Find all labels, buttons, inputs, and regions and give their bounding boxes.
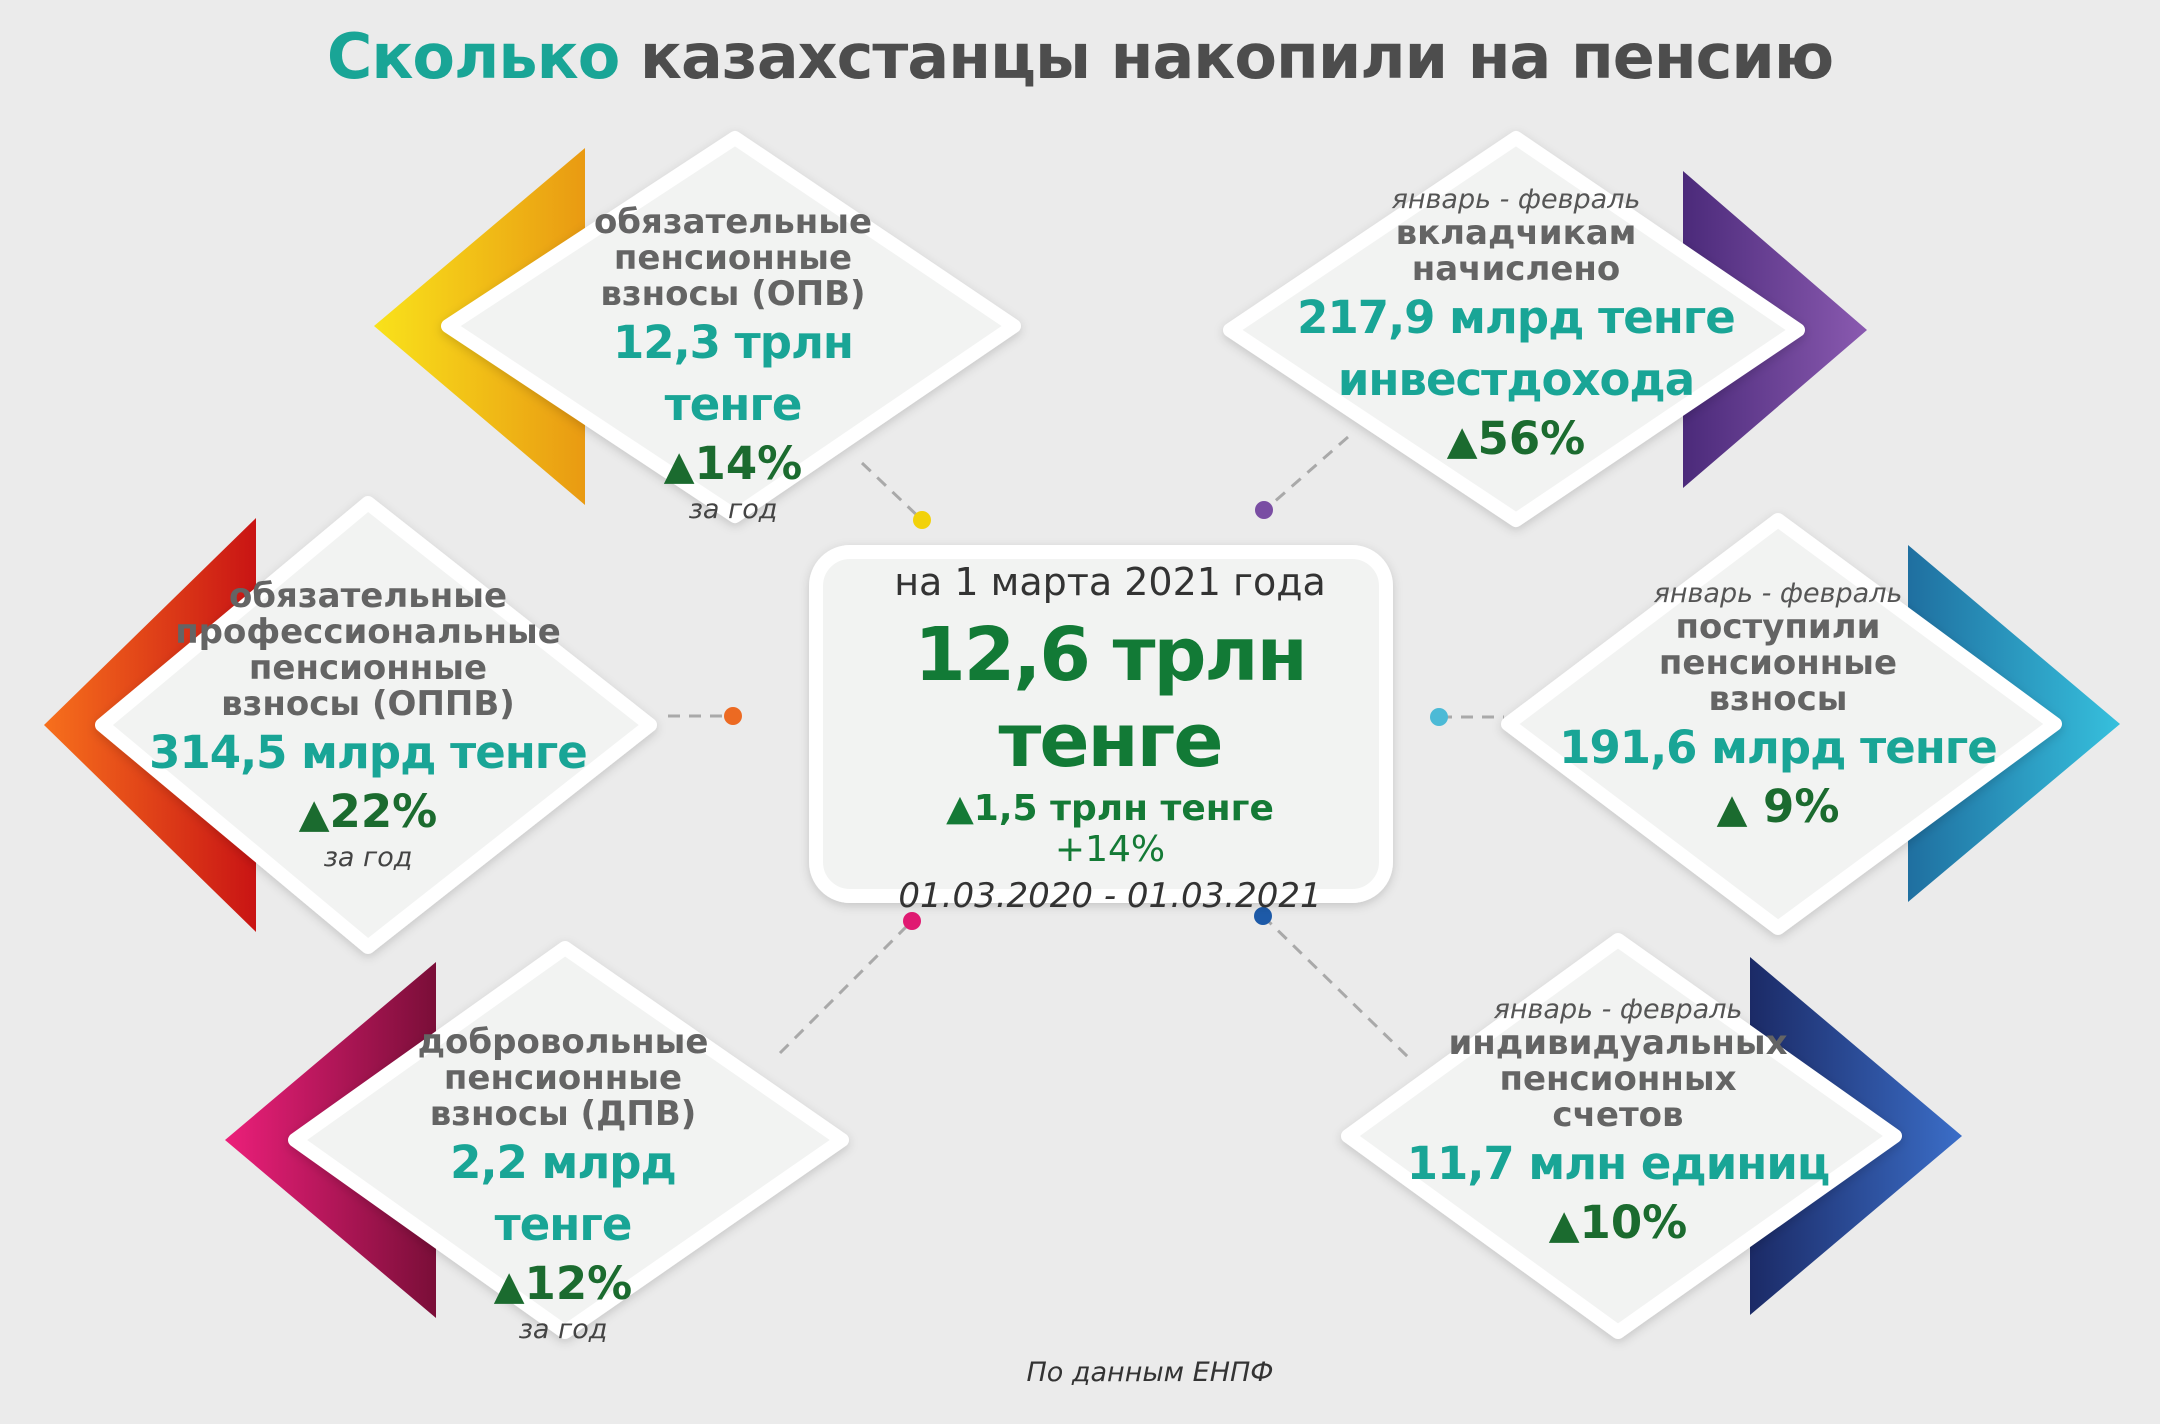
- title-accent: Сколько: [326, 20, 620, 93]
- opv-growth-value: 14%: [694, 437, 803, 490]
- opv-card-bg: [441, 131, 1021, 523]
- dpv-growth: ▲12%: [378, 1256, 748, 1314]
- oppv-label-2: профессиональные: [175, 612, 561, 652]
- contrib-card: январь - февраль поступили пенсионные вз…: [1558, 578, 1998, 837]
- up-triangle-icon: ▲: [1716, 786, 1748, 832]
- contrib-label-3: взносы: [1708, 679, 1848, 719]
- invest-value-1: 217,9 млрд тенге: [1297, 291, 1736, 344]
- dpv-dot: [903, 912, 921, 930]
- opv-connector: [860, 461, 924, 522]
- accounts-period: январь - февраль: [1493, 994, 1743, 1025]
- accounts-connector: [1261, 914, 1410, 1059]
- center-percent: +14%: [1054, 829, 1166, 870]
- up-triangle-icon: ▲: [298, 791, 330, 837]
- opv-note: за год: [688, 494, 778, 525]
- oppv-growth: ▲22%: [148, 784, 588, 842]
- invest-value-2: инвестдохода: [1337, 353, 1695, 406]
- opv-growth: ▲14%: [548, 436, 918, 494]
- oppv-label-1: обязательные: [228, 576, 508, 616]
- up-triangle-icon: ▲: [1446, 418, 1478, 464]
- accounts-dot: [1254, 907, 1272, 925]
- dpv-growth-value: 12%: [524, 1257, 633, 1310]
- dpv-card-bg: [288, 941, 849, 1339]
- oppv-label-3: пенсионные: [248, 648, 488, 688]
- oppv-note: за год: [323, 842, 413, 873]
- accounts-card-bg: [1341, 933, 1902, 1339]
- dpv-card: добровольные пенсионные взносы (ДПВ) 2,2…: [378, 1024, 748, 1345]
- contrib-label-1: поступили: [1675, 607, 1881, 647]
- opv-value: 12,3 трлн тенге: [612, 316, 854, 431]
- invest-label-1: вкладчикам: [1395, 213, 1637, 253]
- invest-label-2: начислено: [1411, 249, 1621, 289]
- center-total: 12,6 трлн тенге: [914, 612, 1308, 784]
- contrib-growth: ▲ 9%: [1558, 779, 1998, 837]
- oppv-label-4: взносы (ОППВ): [221, 684, 515, 724]
- contrib-value: 191,6 млрд тенге: [1559, 721, 1998, 774]
- up-triangle-icon: ▲: [663, 443, 695, 489]
- dpv-label-1: добровольные: [417, 1022, 709, 1062]
- center-range: 01.03.2020 - 01.03.2021: [898, 876, 1322, 916]
- accounts-value: 11,7 млн единиц: [1406, 1137, 1831, 1190]
- oppv-dot: [724, 707, 742, 725]
- accounts-label-2: пенсионных: [1499, 1059, 1737, 1099]
- center-delta-value: 1,5 трлн тенге: [973, 788, 1274, 829]
- opv-label-3: взносы (ОПВ): [600, 274, 866, 314]
- invest-dot: [1255, 501, 1273, 519]
- invest-growth: ▲56%: [1296, 411, 1736, 469]
- center-summary: на 1 марта 2021 года 12,6 трлн тенге ▲1,…: [832, 560, 1388, 916]
- opv-label-1: обязательные: [593, 202, 873, 242]
- invest-card-bg: [1223, 131, 1805, 527]
- dpv-connector: [778, 919, 914, 1055]
- oppv-card: обязательные профессиональные пенсионные…: [148, 578, 588, 873]
- page-title: Сколько казахстанцы накопили на пенсию: [0, 20, 2160, 93]
- contrib-period: январь - февраль: [1653, 578, 1903, 609]
- center-delta: ▲1,5 трлн тенге: [832, 788, 1388, 829]
- center-box-bg: [809, 545, 1393, 903]
- center-date: на 1 марта 2021 года: [894, 560, 1326, 604]
- title-rest: казахстанцы накопили на пенсию: [639, 20, 1834, 93]
- contrib-label-2: пенсионные: [1658, 643, 1898, 683]
- dpv-value: 2,2 млрд тенге: [450, 1136, 677, 1251]
- accounts-growth: ▲10%: [1398, 1195, 1838, 1253]
- contrib-dot: [1430, 708, 1448, 726]
- accounts-growth-value: 10%: [1579, 1196, 1688, 1249]
- contrib-card-bg: [1501, 513, 2062, 935]
- invest-period: январь - февраль: [1391, 184, 1641, 215]
- invest-growth-value: 56%: [1477, 412, 1586, 465]
- up-triangle-icon: ▲: [946, 788, 974, 829]
- dpv-note: за год: [518, 1314, 608, 1345]
- invest-card: январь - февраль вкладчикам начислено 21…: [1296, 184, 1736, 469]
- oppv-card-bg: [95, 496, 657, 954]
- up-triangle-icon: ▲: [493, 1263, 525, 1309]
- source-note: По данным ЕНПФ: [1026, 1357, 1274, 1388]
- contrib-growth-value: 9%: [1763, 780, 1840, 833]
- opv-card: обязательные пенсионные взносы (ОПВ) 12,…: [548, 204, 918, 525]
- oppv-value: 314,5 млрд тенге: [149, 726, 588, 779]
- accounts-label-1: индивидуальных: [1448, 1023, 1788, 1063]
- dpv-label-2: пенсионные: [443, 1058, 683, 1098]
- oppv-growth-value: 22%: [329, 785, 438, 838]
- opv-dot: [913, 511, 931, 529]
- invest-connector: [1264, 435, 1349, 512]
- dpv-label-3: взносы (ДПВ): [429, 1094, 697, 1134]
- accounts-label-3: счетов: [1552, 1095, 1684, 1135]
- opv-label-2: пенсионные: [613, 238, 853, 278]
- up-triangle-icon: ▲: [1548, 1202, 1580, 1248]
- accounts-card: январь - февраль индивидуальных пенсионн…: [1398, 994, 1838, 1253]
